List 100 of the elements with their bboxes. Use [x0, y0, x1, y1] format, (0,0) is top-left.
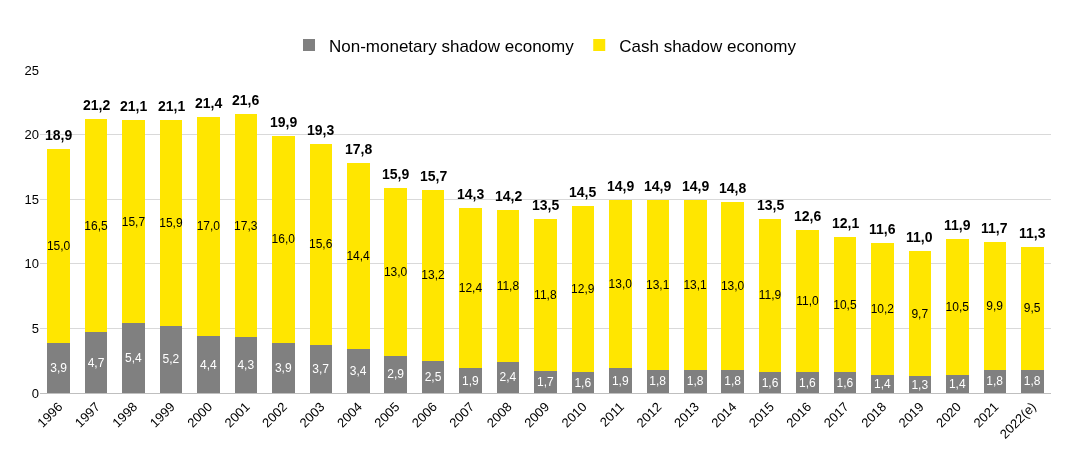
legend-label: Non-monetary shadow economy: [329, 36, 575, 56]
data-label: 1,6: [836, 375, 854, 390]
data-label: 17,3: [234, 218, 258, 233]
bar: [234, 113, 258, 338]
total-label: 21,1: [158, 98, 186, 114]
data-label: 11,8: [496, 278, 520, 293]
total-label: 14,9: [607, 178, 635, 194]
bar: [908, 250, 932, 377]
bar: [684, 200, 707, 370]
bar: [721, 201, 744, 370]
legend-label: Cash shadow economy: [619, 36, 797, 56]
data-label: 1,6: [799, 375, 817, 390]
data-label: 3,7: [312, 362, 330, 377]
bar: [347, 349, 370, 393]
data-label: 17,0: [196, 219, 221, 234]
data-label: 4,3: [237, 358, 255, 373]
bar: [84, 332, 108, 393]
data-label: 5,4: [125, 351, 143, 366]
bar: [609, 200, 632, 369]
bar: [347, 163, 370, 350]
bar: [646, 200, 670, 370]
data-label: 1,8: [649, 374, 667, 389]
data-label: 1,8: [986, 374, 1004, 389]
bar: [421, 190, 445, 361]
bar: [459, 208, 482, 369]
total-label: 19,3: [307, 122, 335, 138]
data-label: 1,8: [724, 374, 742, 389]
data-label: 10,2: [870, 302, 895, 317]
bar: [609, 368, 632, 393]
total-label: 11,3: [1019, 225, 1046, 241]
bar: [871, 243, 894, 375]
y-tick-label: 25: [24, 62, 39, 78]
total-label: 21,4: [195, 95, 223, 111]
data-label: 10,5: [833, 297, 857, 312]
data-label: 1,4: [948, 376, 966, 391]
bar: [197, 116, 220, 337]
data-label: 14,4: [346, 249, 371, 264]
total-label: 14,8: [719, 180, 747, 196]
total-label: 11,0: [906, 229, 933, 245]
total-label: 18,9: [45, 127, 73, 143]
bar: [309, 143, 333, 346]
data-label: 1,8: [686, 374, 704, 389]
total-label: 21,1: [120, 98, 148, 114]
data-label: 13,1: [683, 278, 708, 293]
data-label: 11,8: [534, 287, 557, 302]
data-label: 1,7: [537, 375, 554, 390]
bar: [534, 218, 557, 372]
data-label: 5,2: [162, 352, 180, 367]
bar: [84, 119, 108, 333]
total-label: 14,9: [644, 178, 672, 194]
bar: [309, 345, 333, 393]
data-label: 13,0: [608, 277, 633, 292]
bar: [459, 368, 482, 393]
bar: [47, 148, 70, 343]
data-label: 3,4: [349, 364, 367, 379]
total-label: 19,9: [270, 114, 298, 130]
data-label: 1,6: [761, 375, 779, 390]
data-label: 15,7: [121, 214, 146, 229]
data-label: 1,6: [574, 375, 592, 390]
bar: [197, 336, 220, 393]
bar: [833, 236, 857, 373]
total-label: 14,5: [569, 184, 597, 200]
data-label: 13,0: [720, 278, 745, 293]
data-label: 3,9: [274, 360, 292, 375]
bar: [122, 120, 145, 324]
data-label: 11,9: [758, 288, 782, 303]
data-label: 15,6: [308, 237, 333, 252]
y-tick-label: 20: [24, 127, 39, 143]
bar: [384, 187, 407, 356]
y-tick-label: 10: [24, 256, 39, 272]
data-label: 1,9: [611, 373, 629, 388]
data-label: 9,5: [1023, 301, 1041, 316]
data-label: 1,9: [462, 373, 480, 388]
y-tick-label: 5: [31, 320, 39, 336]
bar: [122, 323, 145, 393]
total-label: 14,2: [495, 188, 523, 204]
data-label: 13,0: [383, 264, 408, 279]
data-label: 15,9: [159, 216, 183, 231]
bar: [384, 355, 407, 393]
data-label: 13,1: [645, 278, 670, 293]
data-label: 11,0: [796, 294, 820, 309]
data-label: 1,4: [874, 376, 891, 391]
data-label: 12,9: [571, 281, 595, 296]
total-label: 17,8: [345, 141, 373, 157]
bar: [758, 218, 782, 373]
data-label: 1,3: [911, 377, 929, 392]
data-label: 1,8: [1023, 374, 1041, 389]
bar: [47, 342, 70, 393]
data-label: 16,5: [84, 218, 109, 233]
total-label: 15,7: [420, 168, 448, 184]
bar: [571, 205, 595, 373]
data-label: 2,4: [499, 370, 517, 385]
bar: [234, 337, 258, 393]
total-label: 12,1: [832, 215, 860, 231]
data-label: 9,7: [911, 306, 929, 321]
data-label: 3,9: [50, 360, 68, 375]
bar: [796, 230, 819, 373]
total-label: 15,9: [382, 166, 410, 182]
data-label: 9,9: [986, 298, 1004, 313]
data-label: 2,9: [387, 367, 405, 382]
